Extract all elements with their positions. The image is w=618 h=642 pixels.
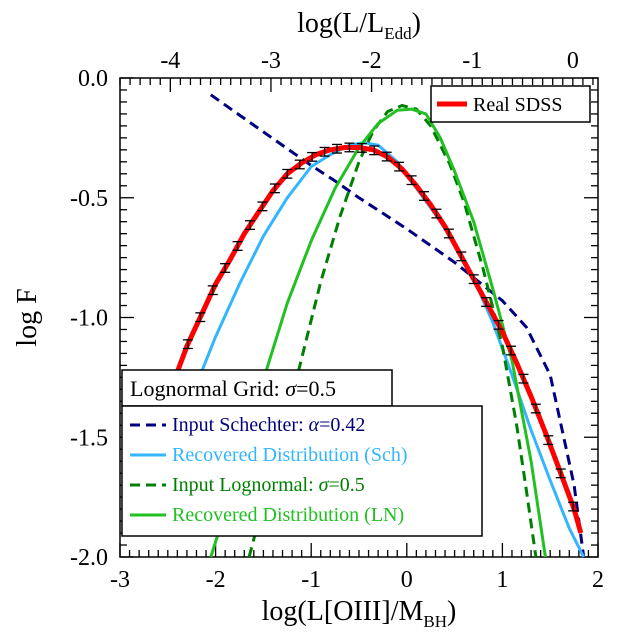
legend-entries-box [121, 405, 483, 537]
legend-label-real-sdss: Real SDSS [473, 94, 562, 116]
top-tick-label: -2 [362, 48, 382, 74]
series-line-recovered-distribution-ln- [209, 107, 547, 557]
x-tick-label: -3 [110, 567, 130, 593]
y-tick-label: -2.0 [70, 545, 108, 571]
legend-label-input-lognormal: Input Lognormal: σ=0.5 [172, 474, 365, 496]
top-tick-label: -3 [261, 48, 281, 74]
top-tick-label: -4 [160, 48, 180, 74]
legend-top-right: Real SDSS [430, 85, 591, 123]
y-axis-title: log F [12, 288, 43, 346]
x-axis-title: log(L[OIII]/MBH) [262, 596, 457, 631]
top-tick-label: -1 [462, 48, 482, 74]
legend-label-input-schechter: Input Schechter: α=0.42 [172, 414, 365, 436]
x-tick-label: -2 [206, 567, 226, 593]
legend-bottom-left: Lognormal Grid: σ=0.5 Input Schechter: α… [121, 369, 483, 537]
y-tick-label: -1.0 [70, 306, 108, 332]
x-tick-label: 0 [401, 567, 413, 593]
legend-title-box [121, 369, 393, 407]
tick-labels: -3 -2 -1 0 1 2 -4 -3 -2 -1 0 0.0 -0.5 -1.0 -1.5 -2.0 [70, 48, 604, 593]
legend-title: Lognormal Grid: σ=0.5 [130, 376, 336, 401]
x-tick-label: -1 [301, 567, 321, 593]
top-axis-title: log(L/LEdd) [297, 8, 421, 43]
legend-label-recovered-ln: Recovered Distribution (LN) [172, 504, 404, 526]
x-tick-label: 1 [496, 567, 508, 593]
top-tick-label: 0 [567, 48, 579, 74]
y-tick-label: -0.5 [70, 186, 108, 212]
legend-label-recovered-sch: Recovered Distribution (Sch) [172, 444, 408, 466]
y-tick-label: -1.5 [70, 425, 108, 451]
series-line-real-sdss [170, 145, 584, 534]
y-tick-label: 0.0 [78, 66, 108, 92]
x-tick-label: 2 [592, 567, 604, 593]
series-line-input-schechter [209, 93, 586, 557]
